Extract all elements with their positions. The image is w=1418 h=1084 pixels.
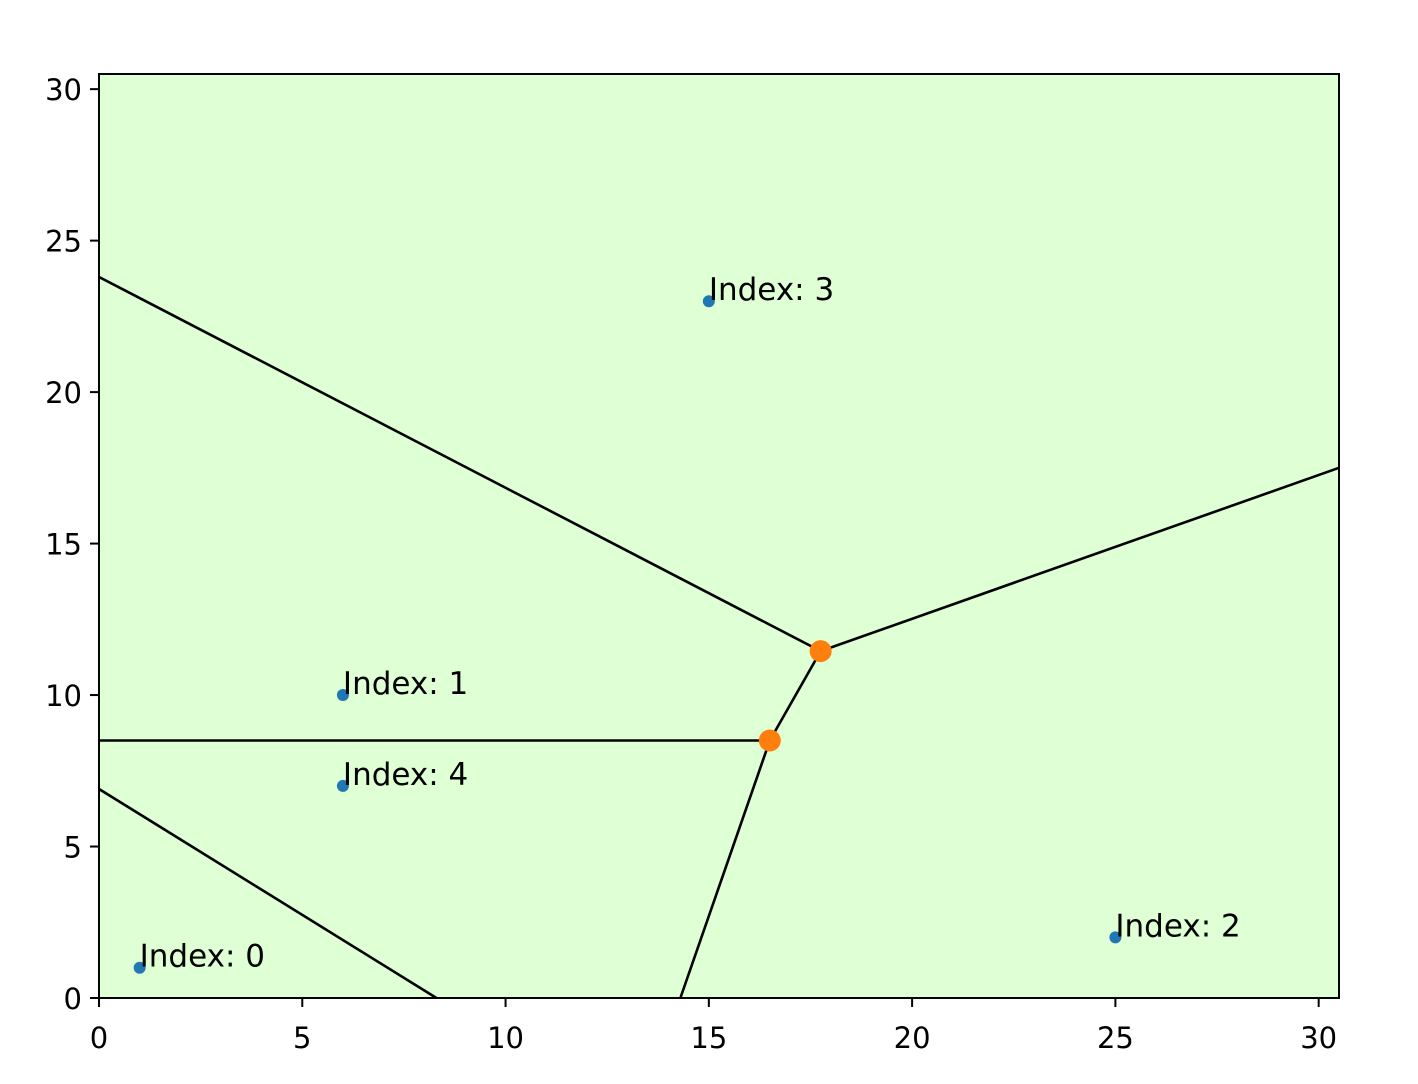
data-points [133, 295, 1122, 974]
point-labels: Index: 0 Index: 1 Index: 2 Index: 3 Index: 4 [140, 272, 1241, 974]
x-tick-label-2: 10 [487, 1021, 524, 1055]
voronoi-edge-5 [98, 787, 438, 1000]
y-tick-label-2: 10 [45, 679, 82, 713]
vertex-point-0 [758, 729, 781, 752]
input-point-0 [133, 961, 146, 974]
vertex-point-1 [809, 640, 832, 663]
point-label-3: Index: 3 [709, 272, 834, 308]
input-point-3 [702, 295, 715, 308]
x-tick-label-4: 20 [894, 1021, 931, 1055]
y-tick-label-6: 30 [45, 73, 82, 107]
x-tick-label-0: 0 [90, 1021, 108, 1055]
voronoi-edge-1 [820, 466, 1340, 653]
voronoi-edge-4 [679, 740, 772, 999]
x-tick-label-3: 15 [690, 1021, 727, 1055]
x-tick-label-1: 5 [293, 1021, 311, 1055]
voronoi-edges [98, 275, 1340, 1000]
point-label-2: Index: 2 [1115, 908, 1240, 944]
plot-frame [98, 73, 1340, 999]
x-tick-label-6: 30 [1300, 1021, 1337, 1055]
y-tick-label-0: 0 [64, 982, 82, 1016]
plot-background [99, 74, 1339, 998]
y-axis: 0 5 10 15 20 25 30 [45, 73, 99, 1016]
x-axis: 0 5 10 15 20 25 30 [90, 998, 1337, 1055]
point-label-1: Index: 1 [343, 666, 468, 702]
y-tick-label-1: 5 [64, 831, 82, 865]
input-point-1 [336, 689, 349, 702]
voronoi-edge-2 [768, 650, 822, 742]
input-point-4 [336, 779, 349, 792]
y-tick-label-5: 25 [45, 225, 82, 259]
y-tick-label-3: 15 [45, 528, 82, 562]
input-point-2 [1109, 931, 1122, 944]
point-label-0: Index: 0 [140, 939, 265, 975]
y-tick-label-4: 20 [45, 376, 82, 410]
point-label-4: Index: 4 [343, 757, 468, 793]
x-tick-label-5: 25 [1097, 1021, 1134, 1055]
voronoi-edge-0 [98, 275, 822, 653]
